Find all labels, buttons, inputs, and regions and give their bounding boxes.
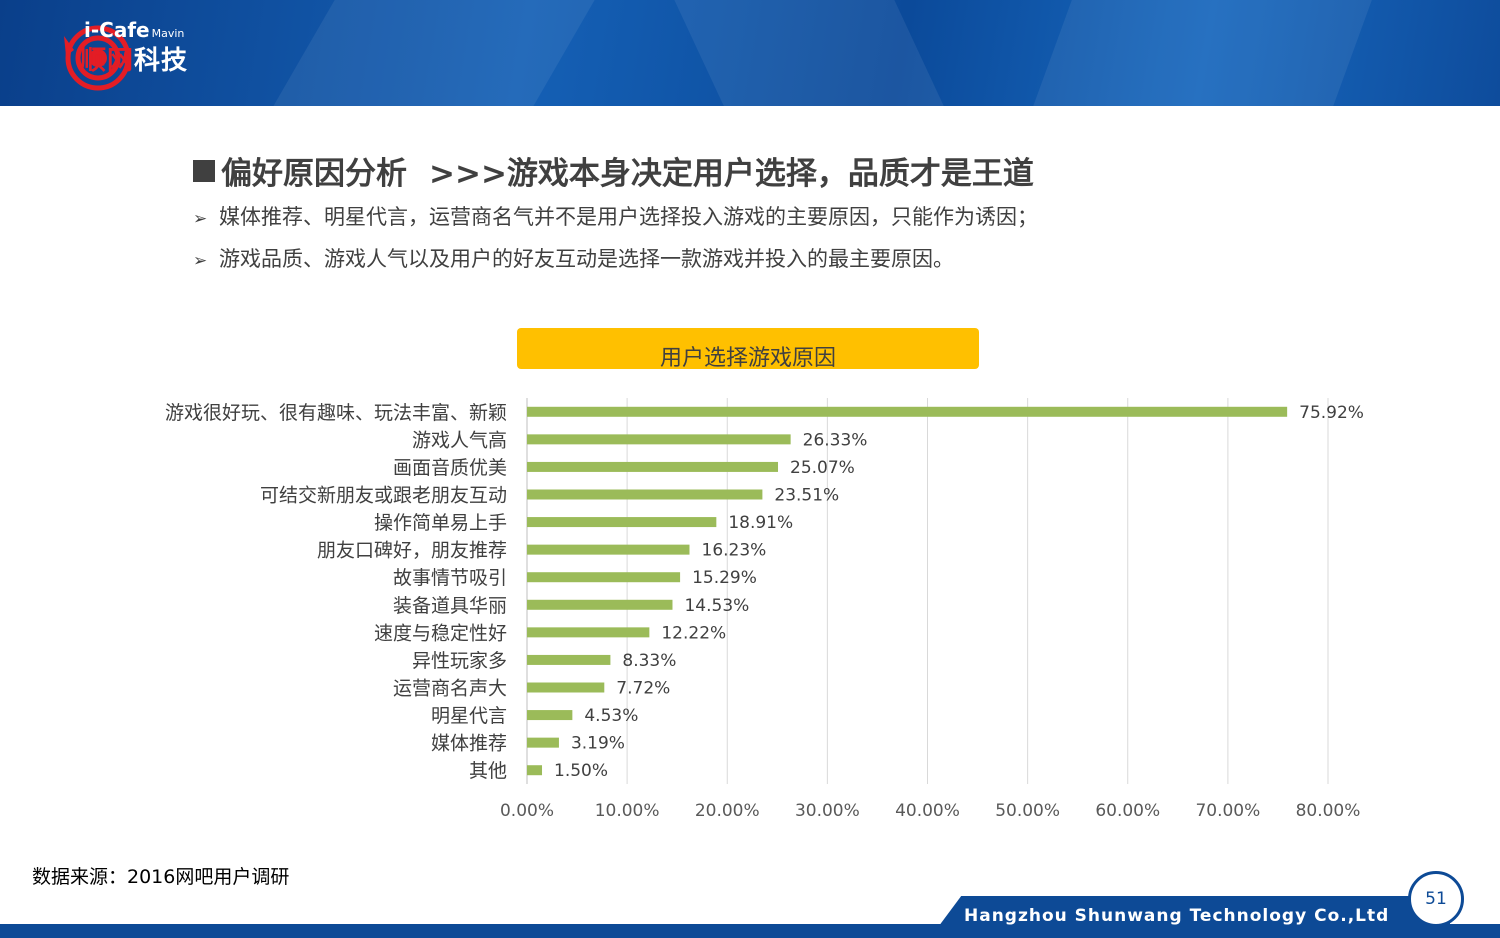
- value-label: 18.91%: [728, 513, 793, 533]
- x-tick-label: 40.00%: [895, 801, 960, 821]
- value-label: 8.33%: [622, 651, 676, 671]
- bar: [527, 737, 559, 748]
- value-label: 3.19%: [571, 734, 625, 754]
- x-tick-label: 0.00%: [500, 801, 554, 821]
- logo-brand-cn: 顺网科技: [80, 46, 189, 76]
- value-label: 1.50%: [554, 761, 608, 781]
- bar: [527, 710, 573, 721]
- footer-company: Hangzhou Shunwang Technology Co.,Ltd: [964, 906, 1390, 926]
- category-label: 速度与稳定性好: [374, 622, 507, 644]
- square-bullet-icon: [193, 160, 215, 182]
- category-label: 其他: [469, 760, 507, 782]
- value-label: 26.33%: [803, 430, 868, 450]
- x-tick-label: 70.00%: [1195, 801, 1260, 821]
- page-number: 51: [1408, 871, 1464, 927]
- category-label: 游戏人气高: [412, 429, 507, 451]
- chart-title-background: [517, 328, 979, 369]
- value-label: 7.72%: [616, 679, 670, 699]
- bar: [527, 654, 611, 665]
- value-label: 75.92%: [1299, 403, 1364, 423]
- x-tick-label: 30.00%: [795, 801, 860, 821]
- bar: [527, 572, 681, 583]
- category-label: 游戏很好玩、很有趣味、玩法丰富、新颖: [165, 402, 507, 424]
- bar: [527, 627, 650, 638]
- category-label: 媒体推荐: [431, 733, 507, 755]
- category-label: 操作简单易上手: [374, 512, 507, 534]
- category-label: 明星代言: [431, 705, 507, 727]
- category-label: 可结交新朋友或跟老朋友互动: [260, 485, 507, 507]
- logo-brand-text: i-Cafe Mavin: [84, 18, 185, 42]
- value-label: 23.51%: [774, 486, 839, 506]
- bullet-1: ➢ 媒体推荐、明星代言，运营商名气并不是用户选择投入游戏的主要原因，只能作为诱因；: [193, 205, 1038, 229]
- value-label: 14.53%: [684, 596, 749, 616]
- bar: [527, 489, 763, 500]
- value-label: 25.07%: [790, 458, 855, 478]
- bar: [527, 517, 717, 528]
- value-label: 15.29%: [692, 568, 757, 588]
- bar: [527, 544, 690, 555]
- bar: [527, 765, 543, 776]
- arrow-bullet-icon: ➢: [193, 209, 208, 229]
- bar: [527, 599, 673, 610]
- title-main: 偏好原因分析: [221, 156, 407, 192]
- data-source: 数据来源：2016网吧用户调研: [32, 866, 290, 888]
- bar: [527, 434, 791, 445]
- x-tick-label: 60.00%: [1095, 801, 1160, 821]
- value-label: 12.22%: [661, 623, 726, 643]
- category-label: 运营商名声大: [393, 678, 507, 700]
- value-label: 4.53%: [584, 706, 638, 726]
- slide-title: 偏好原因分析 >>>游戏本身决定用户选择，品质才是王道: [193, 148, 1034, 193]
- bullet-2: ➢ 游戏品质、游戏人气以及用户的好友互动是选择一款游戏并投入的最主要原因。: [193, 247, 954, 271]
- title-sub: >>>游戏本身决定用户选择，品质才是王道: [429, 156, 1034, 192]
- chart-title: 用户选择游戏原因: [659, 346, 836, 371]
- company-logo: [62, 12, 292, 92]
- footer-tag: [930, 896, 1450, 938]
- bar: [527, 682, 605, 693]
- category-label: 故事情节吸引: [393, 567, 507, 589]
- value-label: 16.23%: [702, 541, 767, 561]
- category-label: 装备道具华丽: [393, 595, 507, 617]
- x-tick-label: 80.00%: [1296, 801, 1361, 821]
- arrow-bullet-icon: ➢: [193, 251, 208, 271]
- category-label: 画面音质优美: [393, 457, 507, 479]
- bar: [527, 406, 1288, 417]
- bar: [527, 461, 779, 472]
- x-tick-label: 10.00%: [595, 801, 660, 821]
- x-tick-label: 50.00%: [995, 801, 1060, 821]
- category-label: 朋友口碑好，朋友推荐: [317, 540, 507, 562]
- header-banner: [0, 0, 1500, 106]
- category-label: 异性玩家多: [412, 650, 507, 672]
- x-tick-label: 20.00%: [695, 801, 760, 821]
